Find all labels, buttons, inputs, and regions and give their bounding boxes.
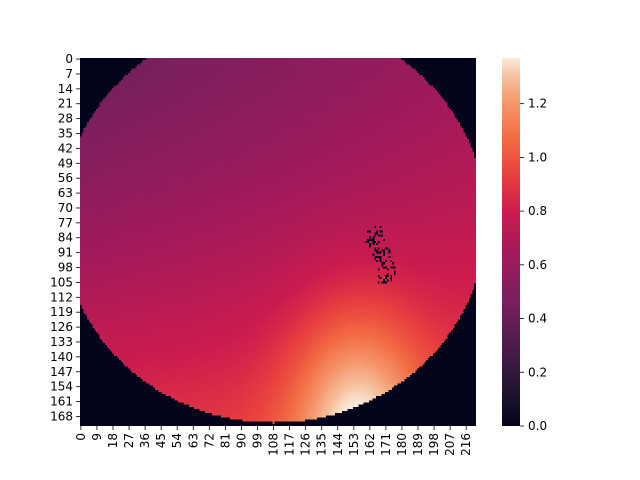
x-tick-label: 207 (443, 433, 457, 456)
x-tick-label: 180 (395, 433, 409, 456)
colorbar: 0.0 0.2 0.4 0.6 0.8 1.0 1.2 (502, 58, 547, 433)
y-tick-label: 28 (58, 112, 73, 126)
heatmap-area (80, 58, 476, 426)
y-tick-label: 0 (65, 52, 73, 66)
x-tick-label: 45 (154, 433, 168, 448)
x-tick-label: 63 (186, 433, 200, 448)
x-axis-ticks: 0 9 18 27 36 45 54 63 72 81 90 99 108 117 126 135 144 153… (74, 426, 473, 456)
y-tick-label: 147 (50, 365, 73, 379)
colorbar-tick-label: 0.4 (528, 312, 547, 326)
x-tick-label: 162 (363, 433, 377, 456)
x-tick-label: 27 (122, 433, 136, 448)
y-tick-label: 49 (58, 156, 73, 170)
x-tick-label: 90 (234, 433, 248, 448)
y-tick-label: 112 (50, 290, 73, 304)
colorbar-tick-label: 0.0 (528, 419, 547, 433)
y-tick-label: 84 (58, 231, 73, 245)
y-tick-label: 105 (50, 275, 73, 289)
colorbar-tick-label: 0.6 (528, 258, 547, 272)
y-tick-label: 154 (50, 380, 73, 394)
x-tick-label: 216 (459, 433, 473, 456)
x-tick-label: 135 (315, 433, 329, 456)
y-tick-label: 42 (58, 141, 73, 155)
x-tick-label: 0 (74, 433, 88, 441)
x-tick-label: 36 (138, 433, 152, 448)
y-tick-label: 21 (58, 97, 73, 111)
x-tick-label: 81 (218, 433, 232, 448)
y-tick-label: 168 (50, 409, 73, 423)
colorbar-tick-label: 1.0 (528, 150, 547, 164)
y-tick-label: 91 (58, 246, 73, 260)
y-tick-label: 119 (50, 305, 73, 319)
y-tick-label: 70 (58, 201, 73, 215)
y-tick-label: 77 (58, 216, 73, 230)
colorbar-gradient (502, 58, 520, 426)
x-tick-label: 144 (331, 433, 345, 456)
x-tick-label: 117 (283, 433, 297, 456)
y-tick-label: 63 (58, 186, 73, 200)
y-axis-ticks: 0714212835424956637077849198105112119126… (50, 52, 80, 423)
x-tick-label: 126 (299, 433, 313, 456)
x-tick-label: 18 (106, 433, 120, 448)
y-tick-label: 133 (50, 335, 73, 349)
colorbar-ticks: 0.0 0.2 0.4 0.6 0.8 1.0 1.2 (520, 97, 547, 433)
y-tick-label: 7 (65, 67, 73, 81)
x-tick-label: 198 (427, 433, 441, 456)
x-tick-label: 54 (170, 433, 184, 448)
x-tick-label: 72 (202, 433, 216, 448)
colorbar-tick-label: 0.2 (528, 365, 547, 379)
y-tick-label: 35 (58, 127, 73, 141)
colorbar-tick-label: 1.2 (528, 97, 547, 111)
y-tick-label: 161 (50, 395, 73, 409)
x-tick-label: 9 (90, 433, 104, 441)
x-tick-label: 153 (347, 433, 361, 456)
y-tick-label: 56 (58, 171, 73, 185)
y-tick-label: 140 (50, 350, 73, 364)
x-tick-label: 108 (267, 433, 281, 456)
x-tick-label: 171 (379, 433, 393, 456)
x-tick-label: 189 (411, 433, 425, 456)
y-tick-label: 98 (58, 261, 73, 275)
y-tick-label: 126 (50, 320, 73, 334)
heatmap-cells (80, 58, 476, 426)
colorbar-tick-label: 0.8 (528, 204, 547, 218)
x-tick-label: 99 (250, 433, 264, 448)
y-tick-label: 14 (58, 82, 73, 96)
